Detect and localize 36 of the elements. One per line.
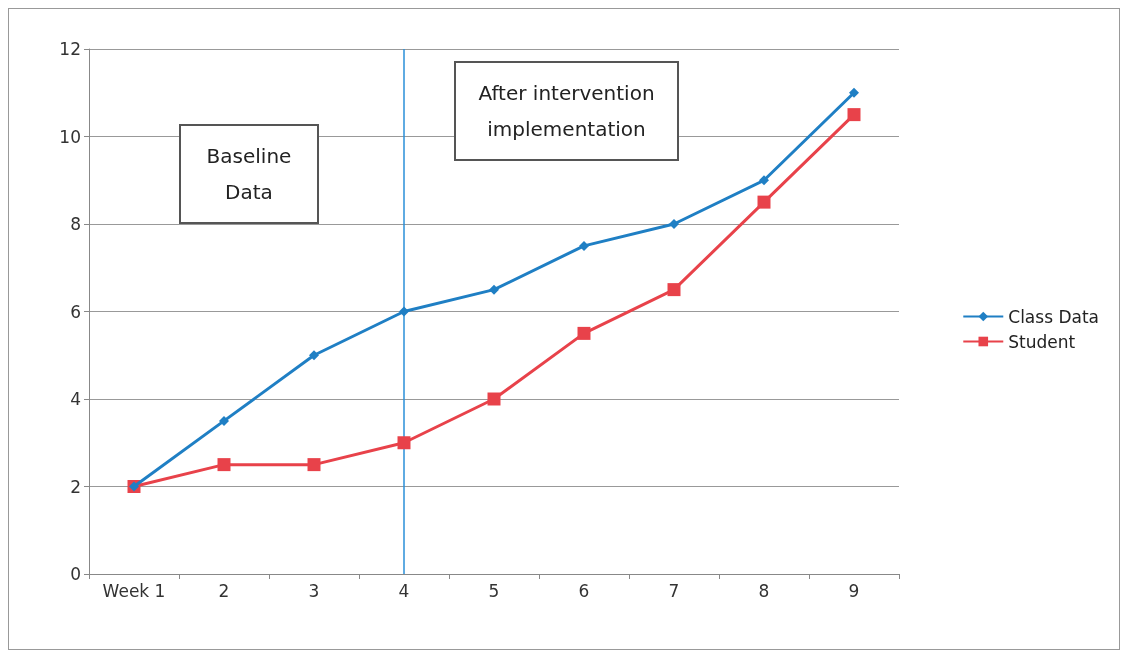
point [489,284,499,295]
x-tick-label: 4 [398,580,410,601]
point [669,219,679,229]
legend-label: Student [1008,331,1076,352]
x-tick-label: 8 [758,580,770,601]
point [217,458,231,472]
x-tick-label: 9 [848,580,860,601]
x-tick-label: 5 [488,580,500,601]
point [757,195,771,209]
x-tick-label: 3 [308,580,320,601]
point [487,392,501,406]
y-tick-label: 6 [70,301,81,322]
point [847,108,861,122]
y-tick-label: 12 [59,39,81,59]
x-tick-label: 7 [668,580,680,601]
point [399,306,409,317]
legend-label: Class Data [1008,306,1100,327]
y-tick-label: 8 [70,214,81,234]
point [849,87,859,98]
point [577,326,591,340]
point [219,415,229,426]
x-tick-label: Week 1 [102,580,166,601]
x-tick-label: 2 [218,580,230,601]
annotation: Baseline Data [179,124,319,224]
point [307,458,321,472]
point [397,436,411,450]
point [309,350,319,361]
annotation: After intervention implementation [454,61,679,161]
point [579,240,589,251]
y-tick-label: 10 [59,126,81,147]
point [667,283,681,297]
y-tick-label: 2 [70,476,81,497]
point [759,175,769,186]
x-tick-label: 6 [578,580,590,601]
y-tick-label: 0 [70,564,81,584]
y-tick-label: 4 [70,389,81,409]
